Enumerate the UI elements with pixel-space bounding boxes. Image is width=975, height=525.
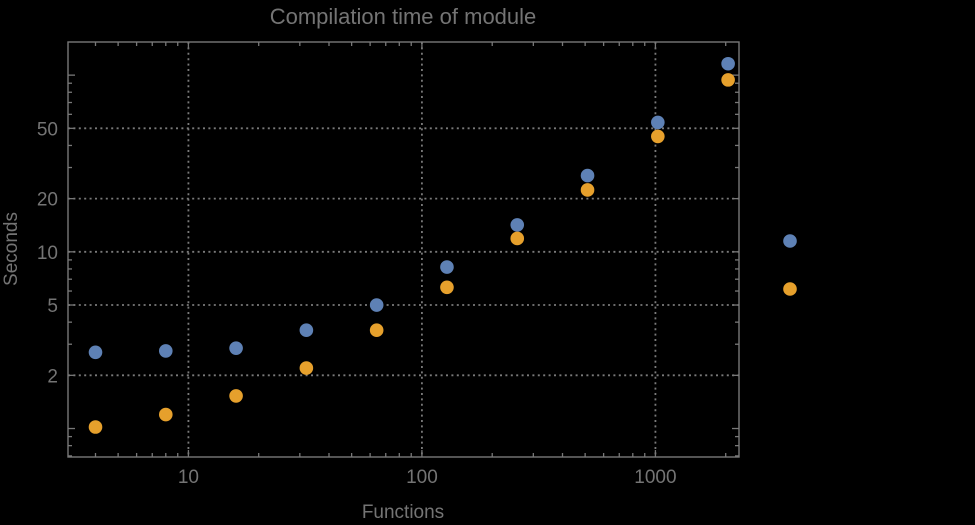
data-point-orange <box>580 183 595 197</box>
x-tick-label: 100 <box>406 467 438 488</box>
plot-frame <box>67 41 740 458</box>
x-tick-label: 10 <box>178 467 199 488</box>
data-point-blue <box>369 298 384 312</box>
y-tick-label: 10 <box>37 243 58 264</box>
gridlines-layer <box>68 42 739 457</box>
data-point-orange <box>88 420 103 434</box>
data-point-orange <box>721 73 735 87</box>
legend-marker-blue <box>783 234 797 248</box>
chart-title: Compilation time of module <box>270 4 537 29</box>
data-point-orange <box>510 231 525 246</box>
y-tick-label: 20 <box>37 190 58 211</box>
data-point-blue <box>721 56 735 71</box>
data-point-blue <box>158 344 173 358</box>
data-point-blue <box>88 345 103 360</box>
data-point-blue <box>229 341 243 355</box>
data-point-orange <box>440 280 454 295</box>
x-axis-label: Functions <box>362 502 444 523</box>
tick-labels-layer: 10 100 1000 2 5 10 20 50 <box>37 119 677 488</box>
data-point-blue <box>580 168 595 183</box>
data-point-orange <box>299 361 314 375</box>
data-point-blue <box>299 323 314 338</box>
y-tick-label: 2 <box>47 366 58 387</box>
y-tick-label: 5 <box>47 296 58 317</box>
legend <box>783 234 797 296</box>
data-point-blue <box>651 115 665 130</box>
y-axis-label: Seconds <box>1 212 22 286</box>
x-tick-label: 1000 <box>634 467 676 488</box>
y-tick-label: 50 <box>37 119 58 140</box>
tick-marks-layer <box>68 42 739 457</box>
data-point-blue <box>440 260 454 274</box>
data-point-orange <box>158 407 173 422</box>
data-points-layer <box>88 56 735 434</box>
data-point-orange <box>229 389 243 403</box>
legend-marker-orange <box>783 282 797 296</box>
data-point-blue <box>510 218 525 232</box>
data-point-orange <box>369 323 384 338</box>
data-point-orange <box>651 129 665 144</box>
